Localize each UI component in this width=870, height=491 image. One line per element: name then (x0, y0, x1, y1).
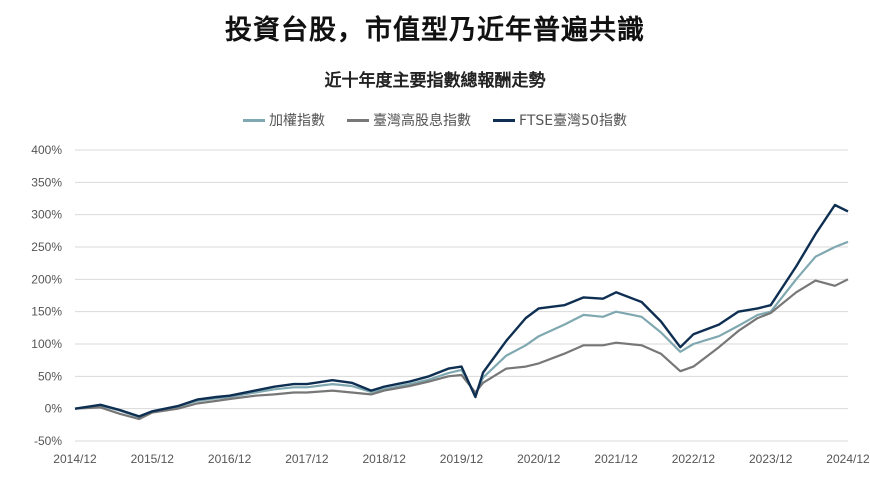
y-tick-label: 100% (31, 337, 62, 351)
x-tick-label: 2018/12 (363, 452, 407, 466)
series-line-1 (74, 278, 849, 421)
x-tick-label: 2014/12 (53, 452, 97, 466)
series-lines (74, 203, 849, 421)
chart-subtitle: 近十年度主要指數總報酬走勢 (324, 71, 546, 91)
y-tick-label: 200% (31, 272, 62, 286)
y-tick-label: 0% (45, 402, 63, 416)
x-axis-ticks: 2014/12 2015/12 2016/12 2017/12 2018/12 2019/… (53, 452, 870, 466)
x-tick-label: 2016/12 (208, 452, 252, 466)
y-tick-label: 400% (31, 143, 62, 157)
x-tick-label: 2024/12 (826, 452, 870, 466)
legend-swatch-ftse50 (493, 118, 516, 122)
y-tick-label: -50% (34, 434, 62, 448)
y-tick-label: 250% (31, 240, 62, 254)
x-tick-label: 2022/12 (672, 452, 716, 466)
legend-label-ftse50: FTSE臺灣50指數 (519, 113, 627, 129)
gridlines (75, 149, 848, 442)
x-tick-label: 2023/12 (749, 452, 793, 466)
legend-swatch-high-dividend (347, 118, 370, 122)
series-line-2 (74, 203, 849, 418)
legend-label-taiex: 加權指數 (269, 113, 326, 129)
line-chart: 400% 350% 300% 250% 200% 150% 100% 50% 0% -50% 20… (31, 143, 870, 466)
x-tick-label: 2017/12 (285, 452, 329, 466)
legend-item-taiex: 加權指數 (243, 110, 325, 130)
y-tick-label: 350% (31, 175, 62, 189)
chart-legend: 加權指數 臺灣高股息指數 FTSE臺灣50指數 (0, 110, 870, 130)
x-tick-label: 2021/12 (594, 452, 638, 466)
x-tick-label: 2020/12 (517, 452, 561, 466)
y-axis-ticks: 400% 350% 300% 250% 200% 150% 100% 50% 0% -50% (31, 143, 62, 448)
chart-title: 投資台股，市值型乃近年普遍共識 (225, 15, 645, 46)
x-tick-label: 2015/12 (131, 452, 175, 466)
y-tick-label: 300% (31, 208, 62, 222)
series-line-0 (74, 240, 849, 419)
y-tick-label: 150% (31, 305, 62, 319)
x-tick-label: 2019/12 (440, 452, 484, 466)
legend-label-high-dividend: 臺灣高股息指數 (373, 113, 472, 129)
legend-item-ftse50: FTSE臺灣50指數 (493, 110, 627, 130)
legend-item-high-dividend: 臺灣高股息指數 (347, 110, 471, 130)
y-tick-label: 50% (38, 369, 62, 383)
legend-swatch-taiex (243, 118, 266, 122)
